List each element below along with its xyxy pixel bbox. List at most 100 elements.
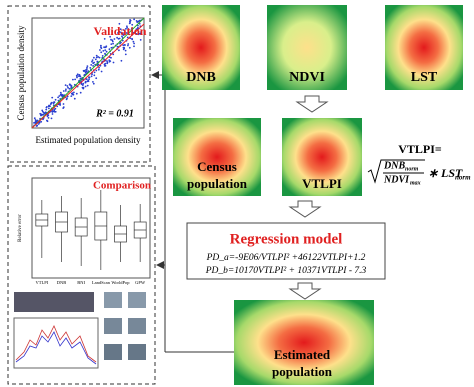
scatter-dot [92, 62, 95, 65]
identity-line [31, 23, 145, 129]
scatter-dot [110, 38, 112, 41]
validation-title: Validation [94, 24, 147, 38]
scatter-dot [110, 43, 113, 45]
formula-sub: max [410, 180, 421, 186]
scatter-dot [72, 78, 74, 81]
scatter-dot [88, 76, 90, 79]
flow-arrow [288, 200, 322, 218]
scatter-dot [118, 49, 120, 52]
scatter-dot [112, 53, 115, 56]
x-tick-label: LandScan [92, 280, 111, 285]
scatter-dot [86, 65, 89, 67]
scatter-dot [100, 46, 102, 49]
scatter-dot [98, 56, 101, 59]
scatter-dot [103, 38, 106, 40]
scatter-dot [121, 39, 124, 42]
scatter-dot [91, 73, 93, 76]
scatter-dot [86, 80, 89, 83]
scatter-dot [85, 70, 88, 73]
scatter-dot [99, 49, 101, 51]
scatter-dot [128, 33, 131, 36]
profile-line [15, 331, 97, 365]
scatter-dot [76, 76, 78, 79]
scatter-dot [124, 28, 127, 30]
fit-line [31, 17, 145, 129]
scatter-dot [127, 29, 130, 32]
thumbnail [14, 292, 94, 312]
scatter-dot [59, 104, 62, 106]
scatter-dot [90, 75, 93, 78]
flow-arrow [295, 95, 329, 113]
scatter-dot [97, 63, 100, 66]
scatter-dot [73, 97, 76, 100]
scatter-dot [118, 22, 121, 25]
dnb-map [162, 5, 240, 90]
scatter-dot [123, 46, 125, 49]
census-label: Census [197, 159, 237, 174]
regression-box [186, 222, 386, 280]
scatter-dot [64, 90, 67, 92]
scatter-dot [54, 98, 57, 101]
scatter-dot [117, 37, 120, 40]
scatter-dot [137, 33, 140, 36]
scatter-dot [101, 55, 104, 57]
scatter-dot [57, 96, 59, 99]
input-label: NDVI [289, 70, 325, 85]
scatter-dot [90, 64, 93, 66]
scatter-dot [50, 117, 53, 120]
scatter-dot [47, 117, 50, 119]
scatter-dot [125, 32, 128, 34]
scatter-dot [75, 74, 78, 77]
scatter-dot [86, 66, 88, 69]
scatter-dot [140, 31, 143, 33]
scatter-dot [92, 65, 94, 67]
scatter-dot [106, 60, 108, 63]
scatter-dot [64, 84, 67, 86]
scatter-dot [116, 45, 119, 48]
scatter-dot [70, 85, 73, 87]
scatter-dot [111, 40, 114, 43]
scatter-dot [51, 101, 53, 104]
vtlpi-map [282, 118, 362, 196]
x-axis-label: Estimated population density [36, 135, 141, 145]
scatter-dot [105, 50, 108, 53]
scatter-dot [35, 125, 38, 127]
thumbnail [128, 292, 146, 308]
thumbnail [104, 344, 122, 360]
scatter-dot [109, 35, 111, 38]
scatter-dot [84, 85, 87, 88]
y-axis-label: Census population density [16, 25, 26, 120]
scatter-dot [95, 56, 98, 59]
scatter-dot [66, 85, 69, 87]
scatter-dot [91, 59, 94, 61]
scatter-dot [92, 81, 94, 83]
scatter-dot [119, 28, 122, 31]
census-label: population [187, 176, 248, 191]
scatter-dot [47, 114, 50, 117]
scatter-dot [103, 63, 106, 66]
scatter-dot [104, 46, 107, 49]
ndvi-map [267, 5, 347, 90]
flow-arrow [288, 282, 322, 300]
scatter-dot [62, 106, 65, 108]
scatter-dot [124, 49, 127, 52]
scatter-dot [79, 77, 82, 80]
scatter-dot [122, 33, 124, 35]
regression-eq: PD_b=10170VTLPI² + 10371VTLPI - 7.3 [205, 266, 367, 276]
scatter-dot [71, 92, 74, 94]
regression-title: Regression model [230, 231, 343, 247]
scatter-dot [53, 110, 56, 113]
scatter-dot [113, 38, 116, 40]
scatter-dot [112, 61, 115, 64]
thumbnail [128, 344, 146, 360]
scatter-dot [131, 38, 134, 41]
boxplots: VTLPI DNB BNI LandScan WorldPop GPW [35, 190, 147, 285]
y-axis-label: Relative error [18, 214, 23, 242]
scatter-dot [60, 93, 63, 96]
scatter-dot [39, 112, 42, 115]
scatter-dot [93, 56, 95, 59]
scatter-dot [104, 49, 107, 51]
scatter-dot [68, 87, 71, 90]
scatter-dot [48, 105, 51, 107]
scatter-dot [120, 59, 123, 62]
